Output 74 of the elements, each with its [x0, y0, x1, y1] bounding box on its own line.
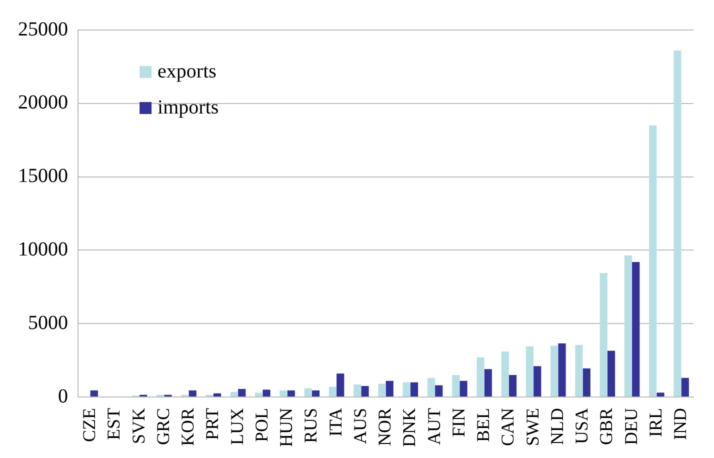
x-tick-label: BEL	[473, 408, 494, 442]
x-tick-label: IND	[670, 408, 690, 440]
legend-label: exports	[158, 60, 217, 82]
y-tick-label: 20000	[18, 92, 68, 114]
bar	[624, 255, 632, 397]
bar	[410, 382, 418, 397]
bar	[188, 390, 196, 397]
bar	[632, 262, 640, 397]
x-tick-label: AUS	[350, 408, 370, 444]
bar	[336, 374, 344, 397]
bar	[681, 378, 689, 397]
x-tick-label: NLD	[546, 408, 567, 446]
bar	[90, 390, 98, 397]
bar	[526, 346, 534, 397]
bar	[582, 368, 590, 397]
bar	[287, 390, 295, 397]
x-tick-label: AUT	[424, 408, 444, 446]
bar	[402, 382, 410, 397]
x-tick-label: RUS	[300, 408, 321, 444]
x-tick-label: CAN	[498, 408, 518, 446]
bar	[656, 392, 664, 397]
bar	[255, 392, 263, 397]
bar	[607, 350, 616, 397]
bar	[262, 390, 270, 397]
bar	[484, 369, 492, 397]
bar	[452, 374, 460, 397]
bar	[312, 390, 320, 397]
bar	[354, 384, 362, 397]
bar	[674, 50, 682, 397]
bar	[558, 343, 566, 397]
x-tick-label: NOR	[374, 408, 395, 446]
bar	[435, 385, 443, 397]
bar	[575, 344, 583, 397]
bar	[280, 390, 288, 397]
x-tick-label: POL	[251, 408, 272, 442]
bar	[600, 272, 608, 397]
bar	[534, 366, 542, 397]
bar	[460, 380, 468, 397]
x-tick-label: CZE	[79, 408, 100, 442]
bar	[378, 384, 386, 397]
x-tick-label: LUX	[226, 408, 247, 446]
bar	[386, 380, 394, 397]
bar	[213, 393, 222, 397]
x-tick-label: PRT	[202, 408, 222, 440]
x-tick-label: SVK	[128, 408, 148, 444]
y-tick-label: 25000	[18, 18, 68, 40]
bar	[476, 357, 484, 397]
x-tick-label: GBR	[596, 408, 616, 446]
x-tick-label: IRL	[645, 408, 666, 438]
y-tick-label: 15000	[18, 165, 68, 188]
y-tick-label: 0	[58, 385, 68, 408]
x-tick-label: DEU	[620, 408, 641, 446]
bar	[649, 125, 657, 397]
bar	[230, 392, 238, 397]
bar	[427, 378, 436, 397]
x-tick-label: FIN	[448, 408, 468, 438]
x-tick-label: GRC	[152, 408, 173, 446]
bar	[304, 388, 312, 397]
x-tick-label: SWE	[522, 408, 542, 446]
x-tick-label: USA	[572, 408, 592, 444]
x-tick-label: KOR	[178, 408, 198, 446]
x-tick-label: HUN	[276, 408, 296, 448]
bar	[501, 351, 509, 397]
bar	[550, 346, 558, 397]
legend-label: imports	[158, 96, 219, 118]
x-tick-label: ITA	[325, 408, 346, 437]
bar	[238, 388, 246, 397]
bar	[508, 374, 517, 397]
y-tick-label: 5000	[28, 312, 68, 334]
x-tick-label: DNK	[399, 408, 420, 448]
bar	[361, 386, 369, 397]
bar	[328, 386, 337, 397]
x-tick-label: EST	[104, 408, 124, 440]
y-tick-label: 10000	[18, 238, 68, 260]
